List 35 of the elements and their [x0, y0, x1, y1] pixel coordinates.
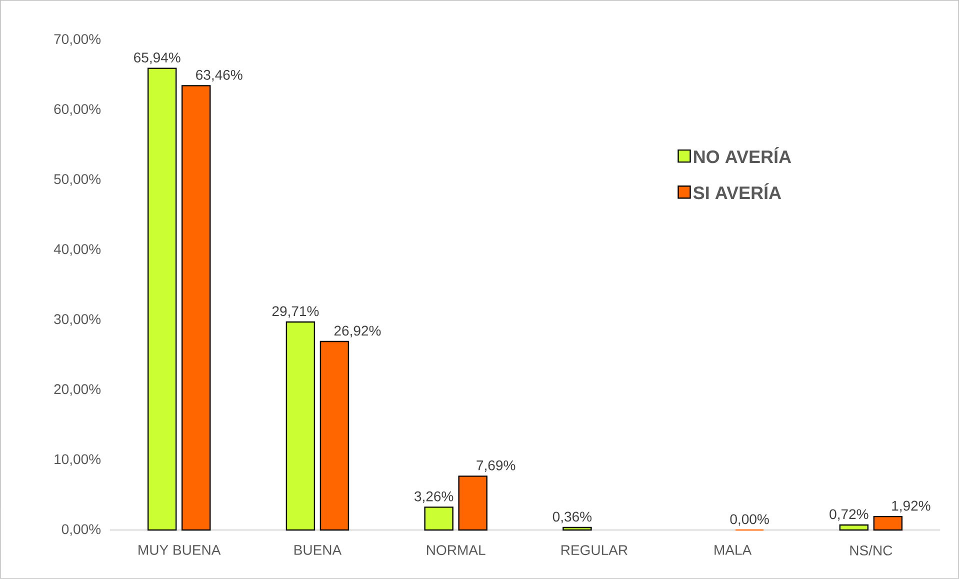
y-tick-label: 10,00%: [54, 454, 101, 466]
data-label: 7,69%: [476, 460, 516, 472]
y-tick-label: 40,00%: [54, 244, 101, 256]
x-tick-label: MUY BUENA: [138, 545, 221, 555]
bar: [562, 526, 592, 531]
data-label: 0,00%: [730, 514, 769, 526]
x-tick-label: REGULAR: [561, 545, 628, 556]
bar: [424, 506, 454, 531]
x-tick-label: NS/NC: [850, 545, 892, 556]
bar: [286, 321, 316, 531]
bar: [320, 340, 350, 531]
legend-label: SI AVERÍA: [693, 183, 782, 200]
x-tick-label: BUENA: [294, 545, 342, 555]
data-label: 63,46%: [196, 70, 242, 82]
legend-label: NO AVERÍA: [694, 147, 792, 164]
bar: [148, 68, 177, 531]
y-tick-label: 30,00%: [54, 314, 101, 326]
bar: [873, 516, 903, 531]
y-tick-label: 70,00%: [54, 34, 101, 46]
data-label: 0,72%: [830, 509, 868, 521]
y-tick-label: 0,00%: [62, 524, 101, 536]
bar: [839, 524, 869, 531]
y-tick-label: 20,00%: [54, 384, 101, 396]
x-tick-label: NORMAL: [427, 545, 486, 556]
y-tick-label: 60,00%: [54, 104, 101, 116]
bar: [458, 476, 488, 531]
data-label: 26,92%: [334, 326, 381, 338]
data-label: 1,92%: [892, 500, 930, 512]
data-label: 29,71%: [272, 306, 319, 318]
data-label: 65,94%: [134, 52, 180, 64]
y-tick-label: 50,00%: [54, 174, 101, 186]
x-tick-label: MALA: [714, 545, 752, 555]
data-label: 3,26%: [414, 491, 454, 504]
data-label: 0,36%: [552, 512, 592, 524]
bar: [182, 85, 211, 531]
